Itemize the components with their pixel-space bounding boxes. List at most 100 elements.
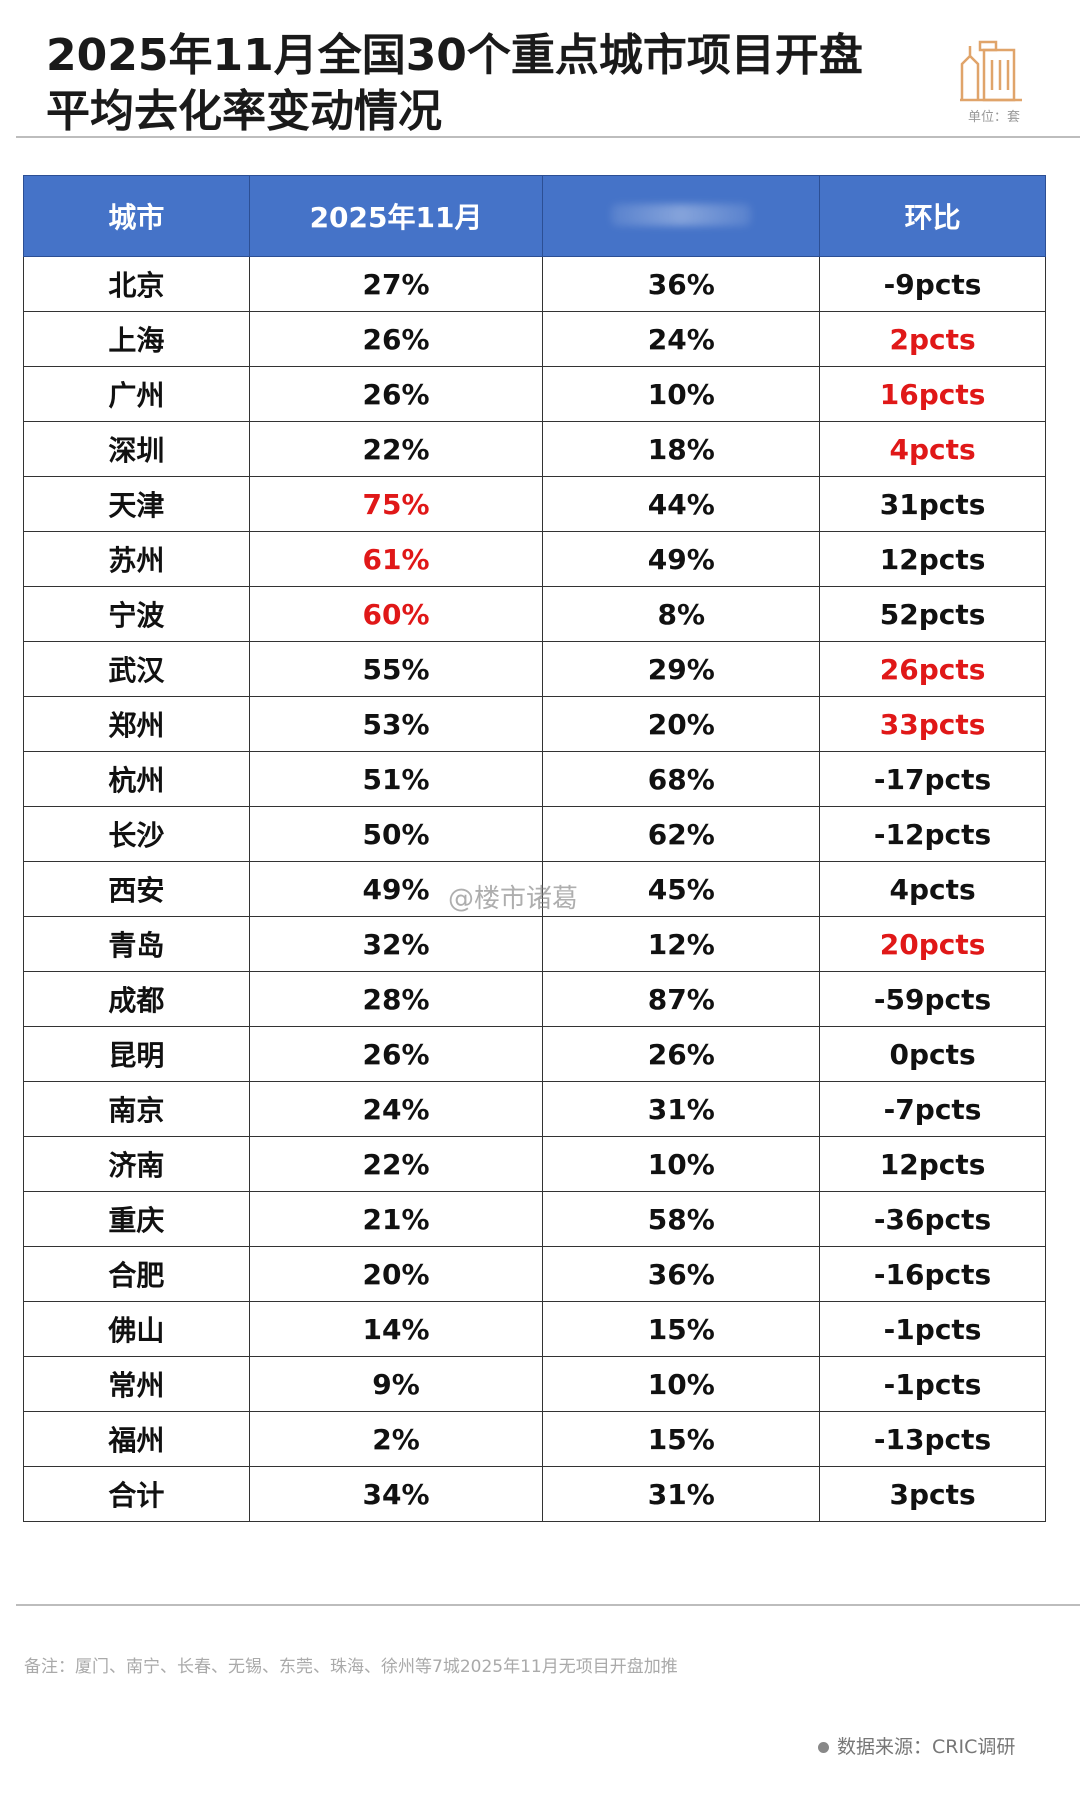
- source-text: 数据来源：CRIC调研: [837, 1736, 1016, 1758]
- cell-previous: 10%: [542, 1356, 821, 1412]
- cell-mom: -1pcts: [819, 1301, 1046, 1357]
- cell-mom: 52pcts: [819, 586, 1046, 642]
- cell-nov-2025: 2%: [248, 1411, 544, 1467]
- data-source: 数据来源：CRIC调研: [818, 1732, 1015, 1759]
- cell-mom: -9pcts: [819, 256, 1046, 312]
- table-row: 昆明 26% 26% 0pcts: [23, 1026, 1046, 1082]
- table-row: 合肥 20% 36% -16pcts: [23, 1246, 1046, 1302]
- cell-city: 重庆: [23, 1191, 250, 1247]
- cell-city: 佛山: [23, 1301, 250, 1357]
- cell-mom: -12pcts: [819, 806, 1046, 862]
- cell-previous: 20%: [542, 696, 821, 752]
- cell-nov-2025: 14%: [248, 1301, 544, 1357]
- cell-previous: 24%: [542, 311, 821, 367]
- cell-mom: 2pcts: [819, 311, 1046, 367]
- cell-previous: 68%: [542, 751, 821, 807]
- table-row: 苏州 61% 49% 12pcts: [23, 531, 1046, 587]
- header-row: 城市 2025年11月 环比: [23, 175, 1046, 257]
- watermark: @楼市诸葛: [448, 884, 579, 914]
- cell-city: 苏州: [23, 531, 250, 587]
- cell-city: 广州: [23, 366, 250, 422]
- cell-previous: 58%: [542, 1191, 821, 1247]
- footer-divider: [16, 1604, 1080, 1606]
- cell-nov-2025: 22%: [248, 421, 544, 477]
- building-icon: [960, 40, 1022, 102]
- cell-previous: 87%: [542, 971, 821, 1027]
- cell-mom: 20pcts: [819, 916, 1046, 972]
- cell-nov-2025: 20%: [248, 1246, 544, 1302]
- cell-previous: 62%: [542, 806, 821, 862]
- cell-city: 杭州: [23, 751, 250, 807]
- table-row: 佛山 14% 15% -1pcts: [23, 1301, 1046, 1357]
- header-mom: 环比: [819, 175, 1046, 257]
- cell-mom: 4pcts: [819, 421, 1046, 477]
- cell-nov-2025: 26%: [248, 1026, 544, 1082]
- table-row: 成都 28% 87% -59pcts: [23, 971, 1046, 1027]
- cell-city: 成都: [23, 971, 250, 1027]
- cell-mom: -36pcts: [819, 1191, 1046, 1247]
- cell-city: 天津: [23, 476, 250, 532]
- cell-previous: 10%: [542, 366, 821, 422]
- cell-previous: 15%: [542, 1411, 821, 1467]
- cell-mom: 26pcts: [819, 641, 1046, 697]
- cell-nov-2025: 26%: [248, 366, 544, 422]
- cell-city: 青岛: [23, 916, 250, 972]
- cell-mom: 12pcts: [819, 1136, 1046, 1192]
- data-table: 城市 2025年11月 环比 北京 27% 36% -9pcts 上海 26% 24% 2pc…: [23, 175, 1046, 1522]
- table-row: 武汉 55% 29% 26pcts: [23, 641, 1046, 697]
- table-row: 天津 75% 44% 31pcts: [23, 476, 1046, 532]
- cell-previous: 36%: [542, 256, 821, 312]
- cell-city: 昆明: [23, 1026, 250, 1082]
- cell-nov-2025: 50%: [248, 806, 544, 862]
- cell-mom: -1pcts: [819, 1356, 1046, 1412]
- cell-city: 上海: [23, 311, 250, 367]
- cell-mom: -59pcts: [819, 971, 1046, 1027]
- cell-previous: 49%: [542, 531, 821, 587]
- cell-mom: 33pcts: [819, 696, 1046, 752]
- cell-mom: 31pcts: [819, 476, 1046, 532]
- cell-nov-2025: 61%: [248, 531, 544, 587]
- cell-nov-2025: 53%: [248, 696, 544, 752]
- cell-previous: 26%: [542, 1026, 821, 1082]
- table-row: 深圳 22% 18% 4pcts: [23, 421, 1046, 477]
- table-row: 济南 22% 10% 12pcts: [23, 1136, 1046, 1192]
- table-row: 福州 2% 15% -13pcts: [23, 1411, 1046, 1467]
- cell-previous: 18%: [542, 421, 821, 477]
- cell-city: 福州: [23, 1411, 250, 1467]
- unit-label: 单位：套: [968, 110, 1021, 125]
- cell-nov-2025: 26%: [248, 311, 544, 367]
- cell-mom: 12pcts: [819, 531, 1046, 587]
- cell-mom: -7pcts: [819, 1081, 1046, 1137]
- cell-nov-2025: 32%: [248, 916, 544, 972]
- cell-previous: 45%: [542, 861, 821, 917]
- table-row: 广州 26% 10% 16pcts: [23, 366, 1046, 422]
- table-row: 杭州 51% 68% -17pcts: [23, 751, 1046, 807]
- cell-previous: 29%: [542, 641, 821, 697]
- table-row: 西安 49% 45% 4pcts: [23, 861, 1046, 917]
- cell-city: 常州: [23, 1356, 250, 1412]
- cell-previous: 36%: [542, 1246, 821, 1302]
- table-row: 合计 34% 31% 3pcts: [23, 1466, 1046, 1522]
- table-row: 常州 9% 10% -1pcts: [23, 1356, 1046, 1412]
- cell-city: 郑州: [23, 696, 250, 752]
- cell-previous: 44%: [542, 476, 821, 532]
- cell-mom: 4pcts: [819, 861, 1046, 917]
- cell-city: 宁波: [23, 586, 250, 642]
- table-row: 郑州 53% 20% 33pcts: [23, 696, 1046, 752]
- cell-mom: -17pcts: [819, 751, 1046, 807]
- divider: [16, 136, 1080, 138]
- table-row: 青岛 32% 12% 20pcts: [23, 916, 1046, 972]
- cell-nov-2025: 51%: [248, 751, 544, 807]
- table-row: 长沙 50% 62% -12pcts: [23, 806, 1046, 862]
- footnote: 备注：厦门、南宁、长春、无锡、东莞、珠海、徐州等7城2025年11月无项目开盘加…: [24, 1657, 678, 1677]
- cell-mom: -16pcts: [819, 1246, 1046, 1302]
- cell-previous: 31%: [542, 1466, 821, 1522]
- cell-nov-2025: 28%: [248, 971, 544, 1027]
- cell-nov-2025: 22%: [248, 1136, 544, 1192]
- cell-city: 合计: [23, 1466, 250, 1522]
- cell-nov-2025: 75%: [248, 476, 544, 532]
- cell-nov-2025: 9%: [248, 1356, 544, 1412]
- cell-nov-2025: 27%: [248, 256, 544, 312]
- cell-previous: 15%: [542, 1301, 821, 1357]
- cell-previous: 10%: [542, 1136, 821, 1192]
